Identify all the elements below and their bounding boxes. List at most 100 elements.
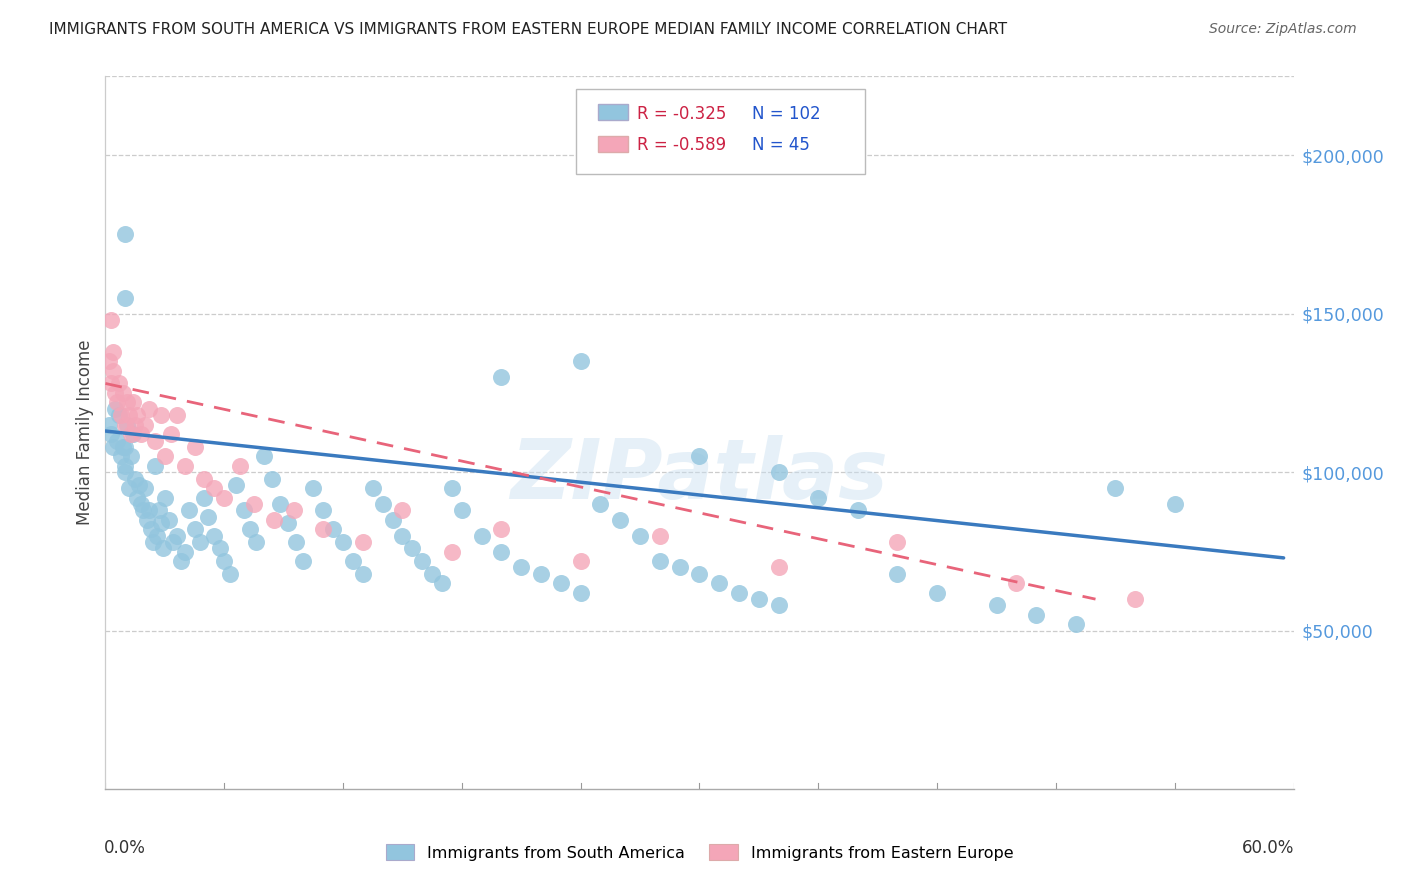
Point — [925, 586, 948, 600]
Point — [352, 535, 374, 549]
Point — [103, 344, 125, 359]
Point — [134, 417, 156, 432]
Point — [768, 560, 790, 574]
Point — [148, 503, 170, 517]
Point — [886, 566, 908, 581]
Point — [371, 497, 394, 511]
Point — [128, 478, 150, 492]
Point — [136, 513, 159, 527]
Point — [245, 535, 267, 549]
Point — [127, 408, 149, 422]
Legend: Immigrants from South America, Immigrants from Eastern Europe: Immigrants from South America, Immigrant… — [380, 838, 1019, 867]
Point — [114, 465, 136, 479]
Point — [292, 554, 315, 568]
Point — [391, 503, 413, 517]
Point — [183, 440, 205, 454]
Point — [149, 516, 172, 530]
Point — [98, 354, 121, 368]
Text: 0.0%: 0.0% — [104, 839, 146, 857]
Point — [986, 599, 1008, 613]
Point — [243, 497, 266, 511]
Point — [143, 458, 166, 473]
Point — [142, 535, 165, 549]
Point — [225, 478, 247, 492]
Point — [229, 458, 252, 473]
Point — [100, 427, 122, 442]
Point — [471, 529, 494, 543]
Point — [609, 513, 631, 527]
Point — [122, 395, 145, 409]
Point — [114, 458, 136, 473]
Point — [114, 227, 136, 242]
Point — [648, 554, 671, 568]
Text: Source: ZipAtlas.com: Source: ZipAtlas.com — [1209, 22, 1357, 37]
Y-axis label: Median Family Income: Median Family Income — [76, 340, 94, 525]
Point — [530, 566, 553, 581]
Point — [162, 535, 184, 549]
Point — [302, 481, 325, 495]
Point — [491, 544, 513, 558]
Point — [689, 566, 711, 581]
Point — [146, 529, 169, 543]
Point — [105, 434, 128, 448]
Point — [263, 513, 285, 527]
Point — [157, 513, 180, 527]
Point — [114, 291, 136, 305]
Point — [312, 503, 335, 517]
Point — [129, 427, 152, 442]
Point — [129, 497, 152, 511]
Point — [114, 440, 136, 454]
Point — [118, 408, 141, 422]
Point — [173, 544, 195, 558]
Point — [112, 440, 135, 454]
Point — [391, 529, 413, 543]
Point — [352, 566, 374, 581]
Point — [239, 522, 262, 536]
Point — [1104, 481, 1126, 495]
Point — [134, 481, 156, 495]
Point — [269, 497, 291, 511]
Point — [430, 576, 453, 591]
Point — [689, 450, 711, 464]
Point — [846, 503, 869, 517]
Point — [132, 503, 155, 517]
Point — [110, 408, 132, 422]
Point — [569, 586, 592, 600]
Point — [332, 535, 354, 549]
Point — [138, 503, 160, 517]
Point — [100, 376, 122, 391]
Point — [105, 395, 128, 409]
Point — [569, 354, 592, 368]
Point — [124, 472, 146, 486]
Point — [768, 599, 790, 613]
Point — [277, 516, 299, 530]
Text: N = 45: N = 45 — [752, 136, 810, 154]
Point — [103, 440, 125, 454]
Point — [260, 472, 283, 486]
Point — [440, 544, 463, 558]
Point — [143, 434, 166, 448]
Point — [153, 491, 176, 505]
Point — [342, 554, 364, 568]
Point — [120, 427, 142, 442]
Point — [411, 554, 433, 568]
Point — [440, 481, 463, 495]
Point — [108, 376, 131, 391]
Point — [193, 491, 215, 505]
Point — [120, 450, 142, 464]
Text: N = 102: N = 102 — [752, 105, 821, 123]
Point — [550, 576, 572, 591]
Point — [114, 417, 136, 432]
Point — [768, 465, 790, 479]
Text: 60.0%: 60.0% — [1243, 839, 1295, 857]
Point — [589, 497, 612, 511]
Point — [491, 522, 513, 536]
Point — [149, 408, 172, 422]
Point — [202, 529, 225, 543]
Point — [253, 450, 276, 464]
Point — [127, 491, 149, 505]
Point — [183, 522, 205, 536]
Point — [100, 313, 122, 327]
Point — [1164, 497, 1187, 511]
Point — [214, 491, 236, 505]
